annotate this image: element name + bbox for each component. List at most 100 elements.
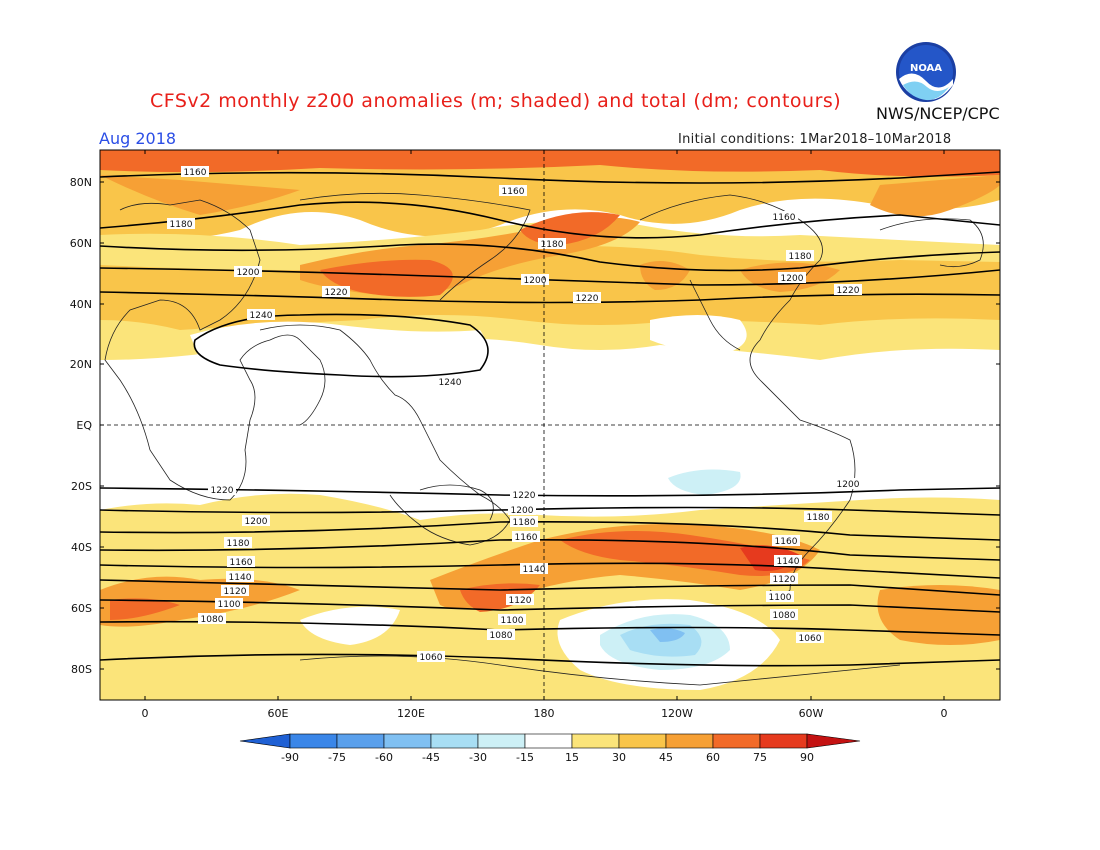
- lat-label: 20N: [70, 358, 92, 371]
- contour-label-bg: [510, 489, 538, 500]
- colorbar-swatch: [618, 733, 667, 749]
- colorbar-swatch: [665, 733, 714, 749]
- contour-label-bg: [796, 632, 824, 643]
- noaa-logo: NOAA: [896, 42, 956, 102]
- contour-label-bg: [224, 537, 252, 548]
- contour-label: 1180: [227, 539, 250, 549]
- contour-label-bg: [198, 613, 226, 624]
- contour-label-bg: [181, 166, 209, 177]
- contour-label: 1100: [769, 593, 792, 603]
- colorbar-label: -15: [516, 751, 534, 764]
- colorbar-label: -45: [422, 751, 440, 764]
- colorbar-swatch: [477, 733, 526, 749]
- contour-label-bg: [508, 504, 536, 515]
- contour-label-bg: [834, 284, 862, 295]
- colorbar-label: 45: [659, 751, 673, 764]
- contour-label: 1160: [775, 537, 798, 547]
- colorbar-label: 15: [565, 751, 579, 764]
- contour-label: 1160: [230, 558, 253, 568]
- contour-label: 1100: [501, 616, 524, 626]
- contour-label-bg: [770, 573, 798, 584]
- lat-label: 20S: [71, 480, 92, 493]
- contour-label-bg: [215, 598, 243, 609]
- contour-label-bg: [499, 185, 527, 196]
- contour-label-bg: [521, 274, 549, 285]
- contour-label-bg: [417, 651, 445, 662]
- month-label: Aug 2018: [99, 129, 177, 148]
- contour-label: 1120: [773, 575, 796, 585]
- initial-conditions-label: Initial conditions: 1Mar2018–10Mar2018: [678, 132, 952, 147]
- lat-axis: 80N 60N 40N 20N EQ 20S 40S 60S 80S: [70, 176, 1000, 676]
- contour-label: 1160: [184, 168, 207, 178]
- colorbar-swatch: [430, 733, 479, 749]
- contour-label-bg: [208, 484, 236, 495]
- agency-label: NWS/NCEP/CPC: [876, 104, 1000, 123]
- contour-label: 1180: [541, 240, 564, 250]
- contour-label: 1200: [837, 480, 860, 490]
- colorbar-label: -30: [469, 751, 487, 764]
- contour-label-bg: [770, 211, 798, 222]
- colorbar-label: 75: [753, 751, 767, 764]
- contour-label-bg: [506, 594, 534, 605]
- contour-label: 1220: [325, 288, 348, 298]
- lat-label: 40N: [70, 298, 92, 311]
- contour-label: 1080: [773, 611, 796, 621]
- colorbar-swatch: [336, 733, 385, 749]
- colorbar-swatch: [383, 733, 432, 749]
- contour-label-bg: [242, 515, 270, 526]
- contour-label-bg: [786, 250, 814, 261]
- contour-label: 1060: [420, 653, 443, 663]
- contour-label: 1180: [513, 518, 536, 528]
- contour-label: 1080: [201, 615, 224, 625]
- colorbar-label: -60: [375, 751, 393, 764]
- contour-label-bg: [436, 376, 464, 387]
- contour-label: 1080: [490, 631, 513, 641]
- contour-label: 1240: [439, 378, 462, 388]
- lon-label: 120E: [397, 707, 425, 720]
- colorbar-swatch: [524, 733, 573, 749]
- contour-label-bg: [234, 266, 262, 277]
- colorbar-label: 30: [612, 751, 626, 764]
- contour-label-bg: [226, 571, 254, 582]
- contour-label: 1120: [509, 596, 532, 606]
- contour-label: 1160: [502, 187, 525, 197]
- contour-label-bg: [487, 629, 515, 640]
- lat-label: 40S: [71, 541, 92, 554]
- contour-label: 1140: [777, 557, 800, 567]
- contour-label: 1180: [807, 513, 830, 523]
- contour-label: 1180: [170, 220, 193, 230]
- contour-label-bg: [770, 609, 798, 620]
- contour-label-bg: [167, 218, 195, 229]
- contour-label: 1220: [837, 286, 860, 296]
- contour-label: 1200: [237, 268, 260, 278]
- contour-label: 1180: [789, 252, 812, 262]
- contour-label: 1240: [250, 311, 273, 321]
- contour-label-bg: [520, 563, 548, 574]
- colorbar-swatch: [759, 733, 808, 749]
- lon-label: 0: [142, 707, 149, 720]
- contour-label: 1200: [245, 517, 268, 527]
- contour-label-bg: [834, 478, 862, 489]
- lat-label: 80N: [70, 176, 92, 189]
- colorbar-arrow-low: [239, 733, 291, 749]
- contour-label: 1160: [515, 533, 538, 543]
- contour-label: 1220: [513, 491, 536, 501]
- contour-label: 1140: [229, 573, 252, 583]
- colorbar-label: -75: [328, 751, 346, 764]
- contour-label-bg: [778, 272, 806, 283]
- lon-label: 60E: [268, 707, 289, 720]
- contour-label-bg: [510, 516, 538, 527]
- lon-label: 120W: [661, 707, 693, 720]
- contour-label-bg: [221, 585, 249, 596]
- contour-label: 1200: [511, 506, 534, 516]
- lon-label: 180: [534, 707, 555, 720]
- contour-label-bg: [227, 556, 255, 567]
- colorbar: -90 -75 -60 -45 -30 -15 15 30 45 60 75 90: [239, 733, 861, 764]
- contour-label-bg: [322, 286, 350, 297]
- contour-label-bg: [498, 614, 526, 625]
- contour-labels: 1160 1160 1160 1180 1180 1180 1200 1200 1200 1220…: [167, 166, 862, 663]
- contour-label: 1160: [773, 213, 796, 223]
- lat-label: EQ: [76, 419, 92, 432]
- lat-label: 60S: [71, 602, 92, 615]
